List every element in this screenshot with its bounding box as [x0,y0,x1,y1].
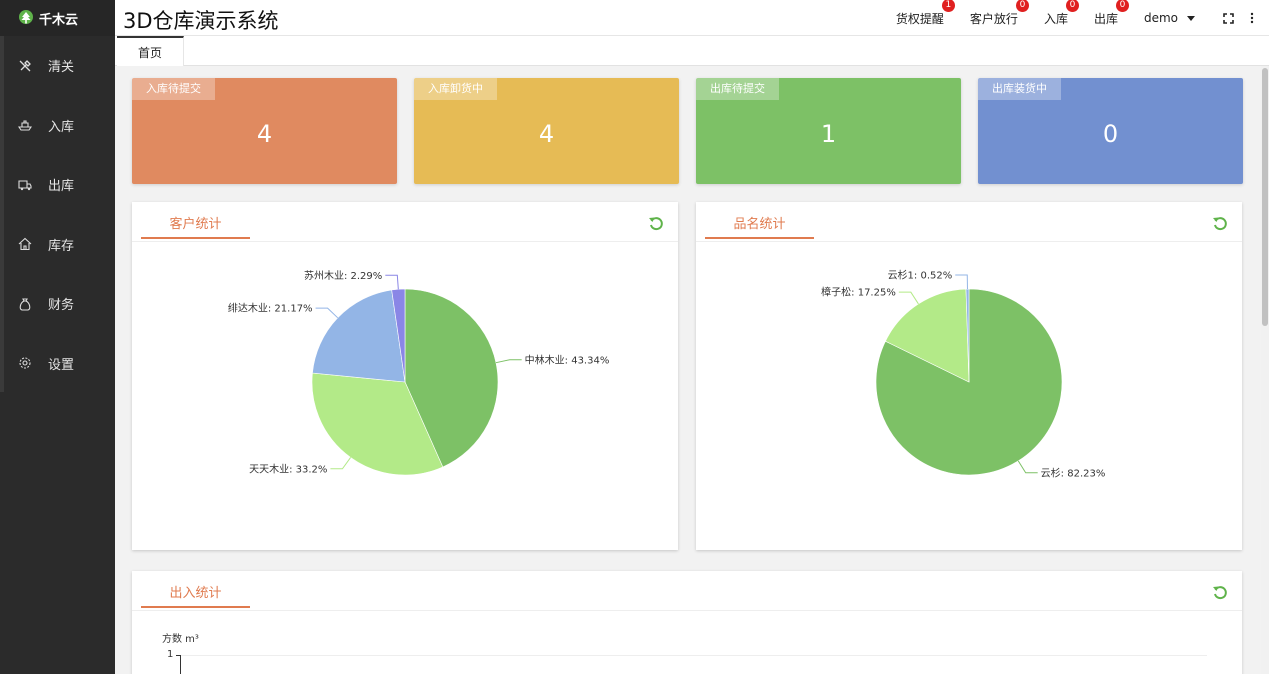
page-title: 3D仓库演示系统 [123,9,279,33]
customer-pie-slice[interactable] [311,372,444,476]
sidebar-item-settings[interactable]: 设置 [4,334,115,394]
money-bag-icon [18,297,32,311]
customer-label-line [495,359,522,364]
notification-badge: 1 [941,0,955,12]
header-nav: 货权提醒 1 客户放行 0 入库 0 出库 0 demo [896,0,1259,36]
customer-pie-chart: 中林木业: 43.34% 天天木业: 33.2% 绯达木业: 21.17% 苏州木业:… [228,269,610,476]
customer-slice-label: 绯达木业: 21.17% [228,303,313,315]
tools-icon [18,59,32,73]
panel-title: 出入统计 [141,585,250,608]
username: demo [1143,11,1178,25]
nav-customer-release[interactable]: 客户放行 0 [969,0,1029,27]
nav-label: 客户放行 [969,11,1018,26]
customer-label-line [330,457,352,470]
page-scrollbar[interactable] [1261,66,1269,674]
logo-text: 千木云 [39,12,79,28]
nav-ownership-reminder[interactable]: 货权提醒 1 [895,0,955,27]
customer-stats-panel: 客户统计 中林木业: 43.34% 天天木业: 33.2% 绯达木业: 21.17%… [132,202,678,550]
nav-label: 出库 [1093,11,1118,26]
product-slice-label: 云杉1: 0.52% [888,269,953,282]
stat-card-outbound-pending[interactable]: 出库待提交 1 [696,78,961,184]
product-slice-label: 云杉: 82.23% [1041,466,1106,479]
product-pie-slice[interactable] [885,288,970,383]
stat-card-outbound-loading[interactable]: 出库装货中 0 [978,78,1243,184]
panel-title: 品名统计 [705,216,814,239]
refresh-icon[interactable] [1212,585,1228,601]
gear-icon [18,356,32,370]
stat-value: 1 [820,120,837,148]
notification-badge: 0 [1065,0,1079,12]
logo: 千木云 [0,0,115,36]
product-label-line [955,274,968,290]
chevron-down-icon [1187,15,1195,21]
notification-badge: 0 [1015,0,1029,12]
sidebar-item-label: 出库 [48,179,75,195]
tree-logo-icon [19,10,33,24]
stat-value: 4 [256,120,273,148]
product-stats-panel: 品名统计 云杉: 82.23% 樟子松: 17.25% 云杉1: 0.52% [696,202,1242,550]
panel-header: 品名统计 [696,202,1242,242]
notification-badge: 0 [1115,0,1129,12]
panel-header: 客户统计 [132,202,678,242]
customer-pie-slice[interactable] [391,288,406,383]
tab-home[interactable]: 首页 [117,36,184,66]
product-label-line [898,291,919,305]
more-vertical-icon[interactable] [1245,11,1259,25]
sidebar-item-outbound[interactable]: 出库 [4,155,115,215]
home-icon [18,237,32,251]
customer-pie-slice[interactable] [312,289,406,383]
y-tick-label: 1 [167,649,174,660]
stat-label: 出库待提交 [696,78,779,100]
y-axis-line [180,655,181,674]
sidebar-item-label: 设置 [48,357,75,373]
sidebar-item-label: 清关 [48,60,75,76]
sidebar-item-finance[interactable]: 财务 [4,274,115,334]
product-slice-label: 樟子松: 17.25% [821,286,896,299]
product-pie-chart: 云杉: 82.23% 樟子松: 17.25% 云杉1: 0.52% [821,269,1106,480]
customer-label-line [385,274,399,290]
boat-icon [17,118,33,132]
truck-icon [18,178,32,192]
stat-label: 入库待提交 [132,78,215,100]
customer-label-line [315,307,339,319]
user-menu[interactable]: demo [1144,11,1195,25]
main-content: 入库待提交 4 入库卸货中 4 出库待提交 1 出库装货中 0 客户统计 中林木… [115,66,1261,674]
y-axis-label: 方数 m³ [162,634,199,645]
header: 3D仓库演示系统 货权提醒 1 客户放行 0 入库 0 出库 0 demo [115,0,1269,36]
product-label-line [1017,460,1038,474]
sidebar-menu: 清关 入库 出库 库存 财务 [0,36,115,392]
stat-label: 出库装货中 [978,78,1061,100]
customer-slice-label: 天天木业: 33.2% [249,463,327,475]
sidebar-item-inbound[interactable]: 入库 [4,96,115,156]
nav-inbound[interactable]: 入库 0 [1043,0,1079,27]
panel-title: 客户统计 [141,216,250,239]
customer-slice-label: 苏州木业: 2.29% [304,269,382,282]
sidebar-item-customs[interactable]: 清关 [4,36,115,96]
fullscreen-icon[interactable] [1221,11,1235,25]
grid-line [181,655,1207,656]
stat-value: 0 [1102,120,1119,148]
stat-card-inbound-pending[interactable]: 入库待提交 4 [132,78,397,184]
inout-stats-panel: 出入统计 方数 m³ 1 [132,571,1242,674]
stat-card-inbound-unloading[interactable]: 入库卸货中 4 [414,78,679,184]
sidebar-item-label: 入库 [48,119,75,135]
nav-label: 入库 [1043,11,1068,26]
sidebar: 千木云 清关 入库 出库 库存 [0,0,115,674]
nav-outbound[interactable]: 出库 0 [1093,0,1129,27]
customer-slice-label: 中林木业: 43.34% [525,353,610,366]
sidebar-item-inventory[interactable]: 库存 [4,215,115,275]
sidebar-item-label: 库存 [48,238,75,254]
sidebar-item-label: 财务 [48,298,75,314]
tab-bar: 首页 [115,36,1269,66]
panel-header: 出入统计 [132,571,1242,611]
scrollbar-thumb[interactable] [1262,68,1268,326]
y-tick-mark [176,655,180,656]
refresh-icon[interactable] [648,216,664,232]
stat-value: 4 [538,120,555,148]
refresh-icon[interactable] [1212,216,1228,232]
stat-label: 入库卸货中 [414,78,497,100]
nav-label: 货权提醒 [895,11,944,26]
